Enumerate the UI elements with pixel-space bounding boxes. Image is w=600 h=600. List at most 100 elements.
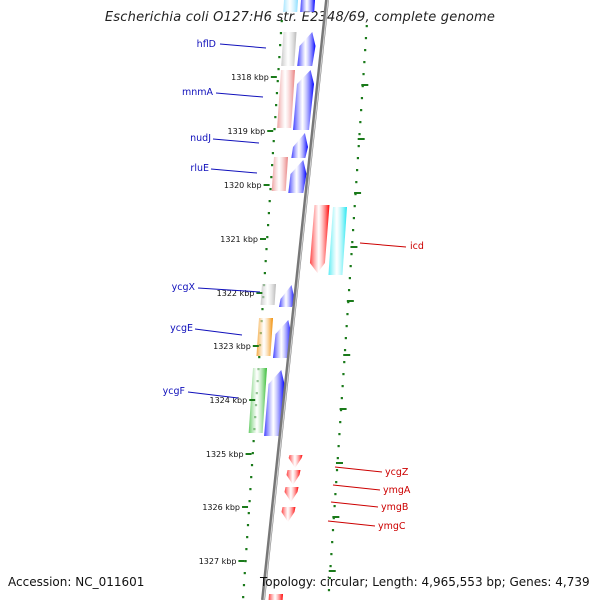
cog-features xyxy=(248,0,347,433)
track-dot xyxy=(358,133,361,136)
track-dot xyxy=(328,577,331,580)
track-dot xyxy=(332,517,335,520)
track-dot xyxy=(251,452,254,455)
track-dot xyxy=(279,44,282,47)
cog-block-rluE xyxy=(271,157,288,191)
track-dot xyxy=(246,524,250,527)
reverse-cds-ymgA xyxy=(286,470,301,485)
leader-line xyxy=(327,520,376,527)
reverse-cds-ymgC xyxy=(281,507,296,522)
track-dot xyxy=(247,512,250,515)
forward-cds-ycgF xyxy=(264,370,285,436)
track-dot xyxy=(269,188,272,191)
track-dot xyxy=(273,128,276,131)
track-dot xyxy=(349,265,352,268)
track-dot xyxy=(345,325,348,328)
forward-cds-mnmA xyxy=(292,70,314,130)
track-dot xyxy=(355,181,358,184)
leader-line xyxy=(359,242,407,248)
track-dot xyxy=(331,529,335,532)
reverse-cds-ymgB xyxy=(284,487,299,502)
gene-label-ymgA: ymgA xyxy=(383,485,411,496)
track-dot xyxy=(252,440,255,443)
leader-line xyxy=(197,287,261,293)
track-dot xyxy=(335,469,339,472)
cog-block-mnmA xyxy=(277,70,295,128)
track-dot xyxy=(265,248,268,251)
track-dot xyxy=(360,109,363,112)
track-dot xyxy=(354,193,357,196)
track-dot xyxy=(333,505,336,508)
gene-label-ycgZ: ycgZ xyxy=(385,467,409,478)
tick-label: 1320 kbp xyxy=(224,181,262,190)
track-dot xyxy=(271,152,275,155)
track-dot xyxy=(270,176,273,179)
map-title: Escherichia coli O127:H6 str. E2348/69, … xyxy=(104,10,496,25)
track-dot xyxy=(361,85,364,88)
track-dot xyxy=(331,541,334,544)
track-dot xyxy=(275,104,278,107)
track-dot xyxy=(276,80,279,83)
track-dot xyxy=(344,337,347,340)
track-dot xyxy=(365,25,368,28)
forward-cds-features xyxy=(264,0,316,436)
track-dot xyxy=(347,301,350,304)
cog-block xyxy=(283,0,298,12)
track-dot xyxy=(356,169,359,172)
gene-label-nudJ: nudJ xyxy=(190,133,211,144)
track-dot xyxy=(258,356,261,359)
track-dot xyxy=(261,308,264,311)
track-dot xyxy=(360,97,364,100)
leader-line xyxy=(332,484,381,491)
tick-label: 1326 kbp xyxy=(202,503,240,512)
track-dot xyxy=(329,565,332,568)
track-dot xyxy=(242,596,245,599)
leader-line xyxy=(334,466,383,473)
leader-line xyxy=(194,328,243,336)
track-dot xyxy=(352,217,355,220)
track-dot xyxy=(242,584,246,587)
track-dot xyxy=(274,116,277,119)
right-track-ticks xyxy=(328,84,369,572)
tick-label: 1323 kbp xyxy=(213,342,251,351)
track-dot xyxy=(343,349,347,352)
track-dot xyxy=(347,289,351,292)
gene-label-mnmA: mnmA xyxy=(182,87,214,98)
track-dot xyxy=(245,548,248,551)
tick-label: 1327 kbp xyxy=(199,557,237,566)
tick-label: 1318 kbp xyxy=(231,73,269,82)
leader-line xyxy=(330,501,379,508)
track-dot xyxy=(340,397,343,400)
track-dot xyxy=(351,241,354,244)
reverse-cds-ycgZ xyxy=(288,455,303,468)
gene-label-hflD: hflD xyxy=(197,39,216,50)
tick-label: 1322 kbp xyxy=(217,289,255,298)
track-dot xyxy=(272,140,275,143)
track-dot xyxy=(266,224,270,227)
track-dot xyxy=(268,200,271,203)
tick-label: 1324 kbp xyxy=(209,396,247,405)
backbone-line xyxy=(261,0,329,600)
track-dot xyxy=(341,385,344,388)
track-dot xyxy=(266,236,269,239)
track-dot xyxy=(244,560,247,563)
gene-label-icd: icd xyxy=(410,241,424,252)
backbone-stroke xyxy=(261,0,329,600)
cog-block-ycgE xyxy=(256,318,273,356)
scale-ticks: 1318 kbp 1319 kbp 1320 kbp 1321 kbp 1322 kbp… xyxy=(199,73,277,566)
track-dot xyxy=(334,493,337,496)
gene-label-ycgX: ycgX xyxy=(172,282,196,293)
track-dot xyxy=(338,433,341,436)
track-dot xyxy=(248,500,251,503)
track-dot xyxy=(339,409,343,412)
track-dot xyxy=(348,277,351,280)
track-dot xyxy=(263,272,266,275)
gene-label-ycgE: ycgE xyxy=(170,323,193,334)
track-dot xyxy=(337,445,340,448)
track-dot xyxy=(264,260,267,263)
cog-block-hflD xyxy=(281,32,297,66)
forward-cds-hflD xyxy=(297,32,316,66)
leader-line xyxy=(212,138,260,144)
topology-text: Topology: circular; Length: 4,965,553 bp… xyxy=(260,575,590,589)
